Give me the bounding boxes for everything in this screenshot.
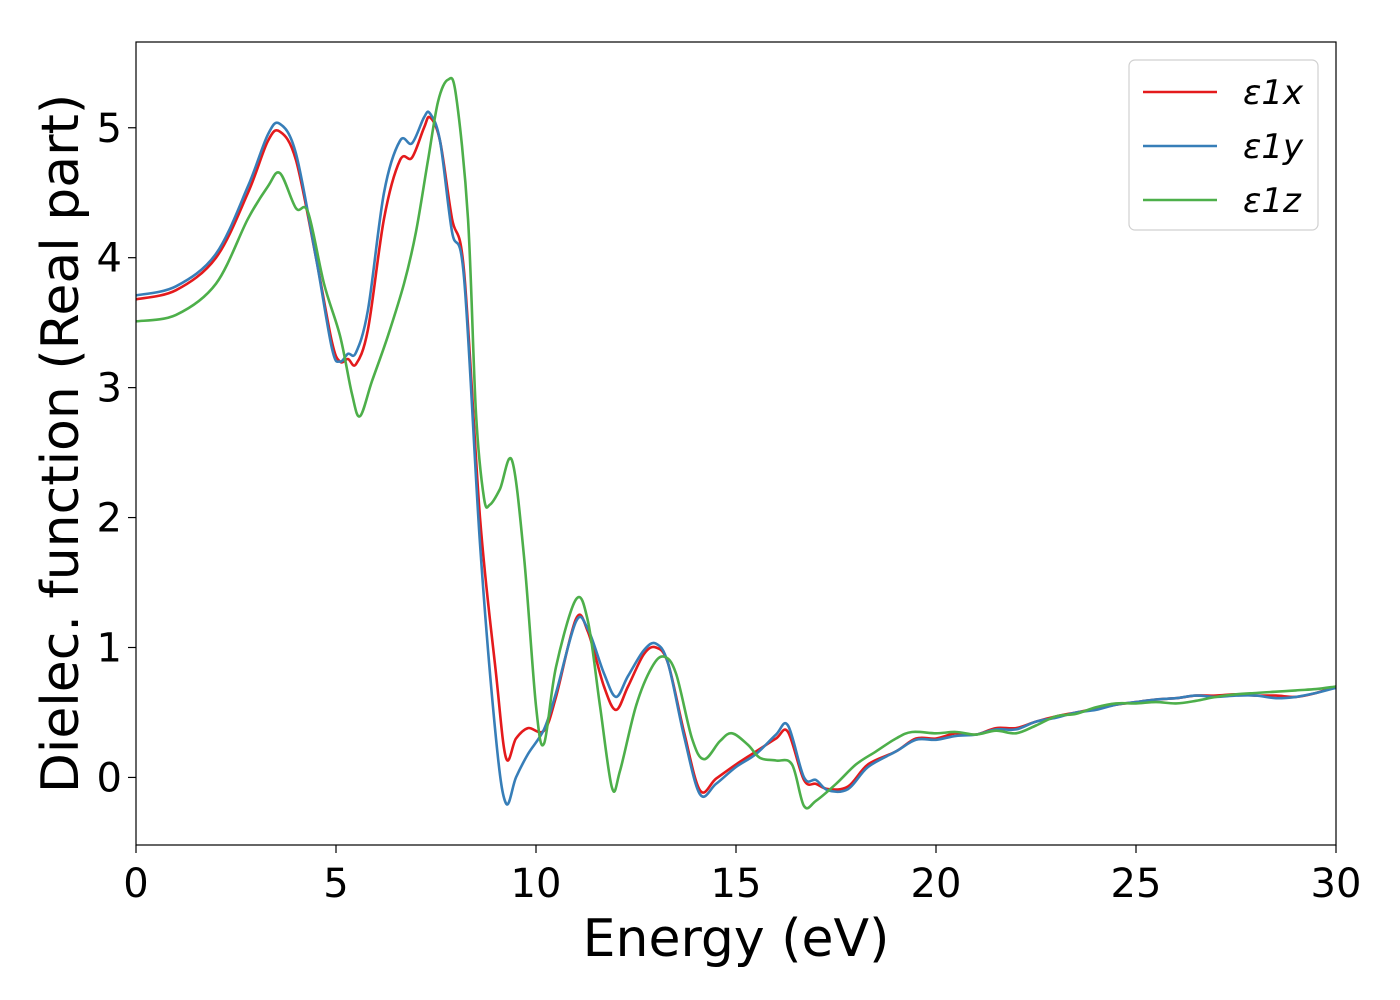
legend-label: ε1x	[1243, 73, 1304, 113]
x-tick-label: 30	[1311, 861, 1362, 907]
y-tick-label: 2	[97, 496, 122, 542]
series-line-3	[136, 76, 1336, 810]
x-axis-label: Energy (eV)	[583, 909, 890, 969]
y-tick-label: 5	[97, 106, 122, 152]
y-tick-label: 0	[97, 755, 122, 801]
legend-label: ε1z	[1243, 181, 1302, 221]
legend: ε1x ε1y ε1z	[1128, 59, 1319, 231]
x-axis-ticks: 0 5 10 15 20 25 30	[123, 845, 1361, 907]
x-tick-label: 20	[911, 861, 962, 907]
series-line-2	[136, 110, 1336, 806]
legend-label: ε1y	[1243, 127, 1304, 167]
x-tick-label: 0	[123, 861, 148, 907]
y-tick-label: 4	[97, 236, 122, 282]
y-tick-label: 3	[97, 366, 122, 412]
y-axis-ticks: 0 1 2 3 4 5	[97, 106, 136, 801]
y-tick-label: 1	[97, 625, 122, 671]
x-tick-label: 10	[511, 861, 562, 907]
y-axis-label: Dielec. function (Real part)	[31, 94, 91, 793]
x-tick-label: 15	[711, 861, 762, 907]
legend-box	[1128, 59, 1319, 231]
plot-lines	[136, 76, 1336, 810]
x-tick-label: 25	[1111, 861, 1162, 907]
x-tick-label: 5	[323, 861, 348, 907]
